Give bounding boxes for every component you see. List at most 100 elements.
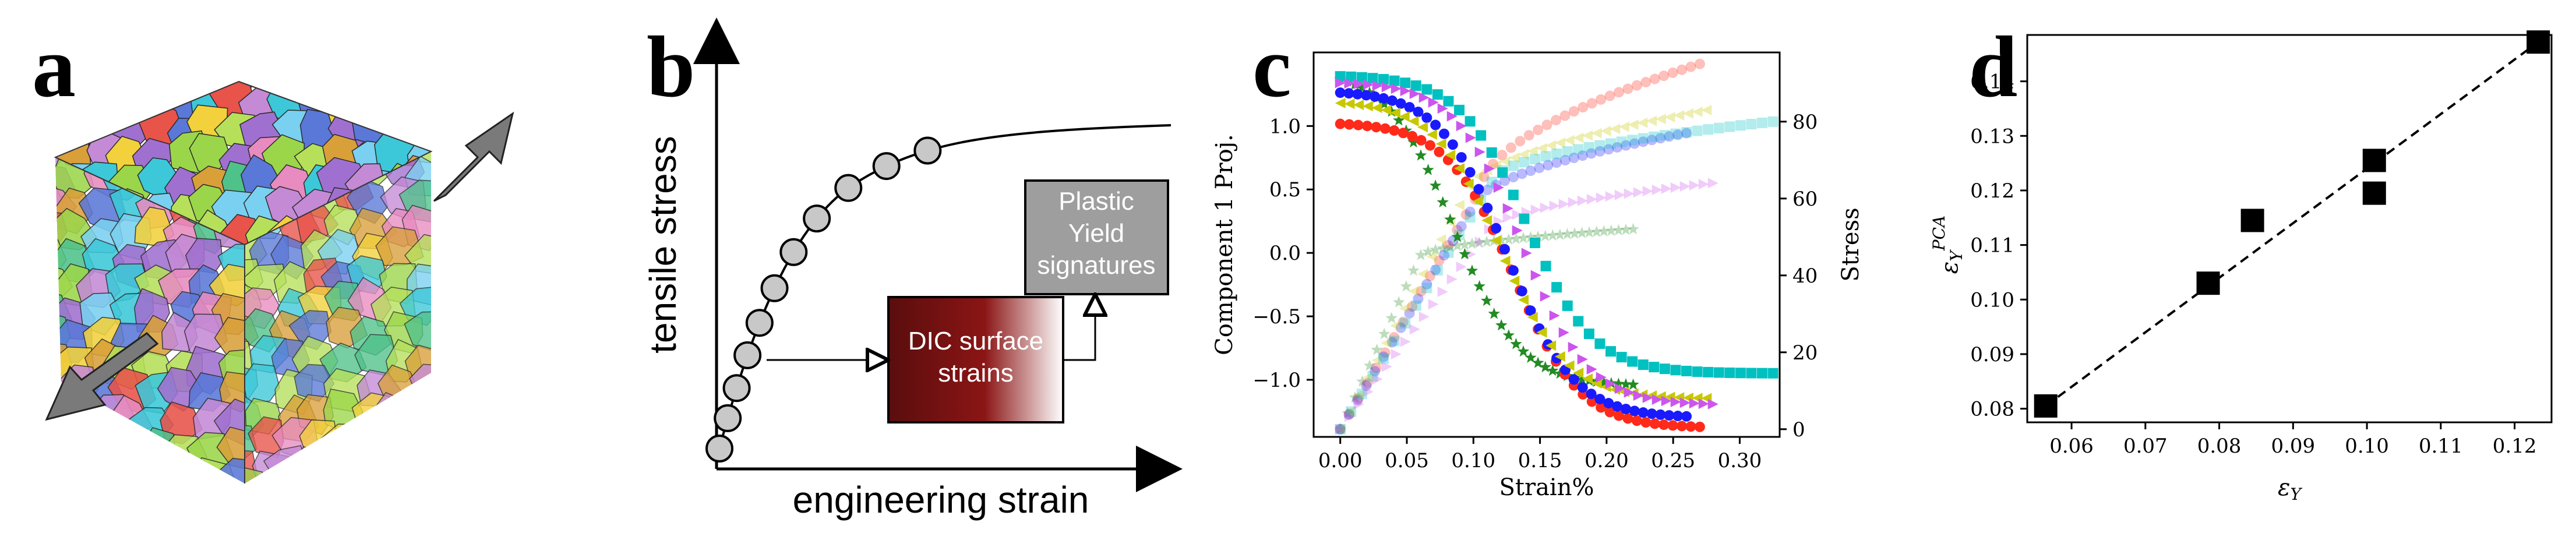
c-stress-marker-sample-5 xyxy=(1335,423,1346,435)
c-projection-marker-sample-1 xyxy=(1488,307,1500,319)
grain-cell xyxy=(383,83,422,126)
c-projection-marker-sample-1 xyxy=(1429,179,1442,191)
c-xtick-label: 0.15 xyxy=(1518,449,1562,472)
c-stress-marker-sample-6 xyxy=(1446,274,1458,285)
grain-cell xyxy=(139,444,179,483)
c-stress-marker-sample-2 xyxy=(1551,115,1561,126)
c-projection-marker-sample-2 xyxy=(1694,421,1705,432)
c-projection-marker-sample-3 xyxy=(1404,102,1415,113)
c-stress-marker-sample-4 xyxy=(1399,303,1410,314)
c-stress-marker-sample-5 xyxy=(1562,146,1573,157)
c-stress-marker-sample-5 xyxy=(1670,128,1681,139)
c-projection-marker-sample-5 xyxy=(1681,365,1692,376)
c-stress-marker-sample-3 xyxy=(1612,142,1623,153)
c-stress-marker-sample-3 xyxy=(1638,136,1649,147)
c-stress-marker-sample-3 xyxy=(1421,278,1432,290)
c-stress-marker-sample-6 xyxy=(1456,261,1467,272)
c-projection-marker-sample-4 xyxy=(1509,276,1520,287)
c-projection-marker-sample-5 xyxy=(1713,367,1724,378)
c-stress-marker-sample-1 xyxy=(1371,343,1383,355)
grain-cell xyxy=(264,82,304,97)
c-stress-marker-sample-3 xyxy=(1439,250,1449,261)
grain-cell xyxy=(55,481,65,483)
c-y2label: Stress xyxy=(1837,207,1864,281)
d-data-point xyxy=(2196,271,2220,295)
c-projection-marker-sample-6 xyxy=(1689,398,1700,409)
c-stress-marker-sample-3 xyxy=(1499,175,1510,186)
yield-strain-comparison-chart: 0.06 0.07 0.08 0.09 0.10 0.11 0.12 0.08 0.09 0.10… xyxy=(1929,30,2553,504)
c-projection-marker-sample-1 xyxy=(1547,364,1559,376)
c-projection-marker-sample-5 xyxy=(1724,367,1735,378)
grain-cell xyxy=(408,82,431,121)
c-stress-marker-sample-6 xyxy=(1670,182,1681,193)
c-stress-marker-sample-1 xyxy=(1605,224,1618,236)
c-projection-marker-sample-5 xyxy=(1767,368,1779,379)
c-stress-marker-sample-4 xyxy=(1554,137,1565,149)
c-stress-marker-sample-5 xyxy=(1551,149,1562,160)
c-stress-marker-sample-2 xyxy=(1677,64,1687,75)
tension-arrow-upper-right-icon xyxy=(433,111,514,202)
c-projection-marker-sample-6 xyxy=(1586,363,1597,375)
panel-a: a xyxy=(0,0,524,531)
c-stress-marker-sample-1 xyxy=(1502,233,1515,245)
c-stress-marker-sample-2 xyxy=(1596,94,1607,105)
c-stress-marker-sample-4 xyxy=(1371,355,1382,366)
c-stress-marker-sample-6 xyxy=(1409,324,1420,335)
grain-cell xyxy=(105,458,147,483)
c-projection-marker-sample-2 xyxy=(1353,119,1364,130)
c-stress-marker-sample-5 xyxy=(1465,212,1476,223)
c-stress-marker-sample-2 xyxy=(1389,331,1400,343)
c-projection-marker-sample-4 xyxy=(1481,215,1492,226)
plastic-yield-box xyxy=(1024,179,1169,295)
c-projection-marker-sample-3 xyxy=(1473,183,1484,195)
c-stress-marker-sample-4 xyxy=(1664,112,1675,123)
c-stress-marker-sample-1 xyxy=(1561,228,1573,239)
c-stress-marker-sample-3 xyxy=(1465,206,1476,217)
c-stress-marker-sample-4 xyxy=(1435,234,1446,245)
c-stress-marker-sample-2 xyxy=(1434,255,1445,266)
c-projection-marker-sample-5 xyxy=(1649,362,1660,373)
c-projection-marker-sample-2 xyxy=(1658,419,1670,430)
grain-cell xyxy=(214,317,245,358)
c-stress-marker-sample-3 xyxy=(1413,293,1424,304)
grain-cell xyxy=(142,82,184,97)
c-projection-marker-sample-4 xyxy=(1335,97,1346,108)
grain-cell xyxy=(55,457,73,483)
grain-cell xyxy=(376,446,412,483)
c-stress-marker-sample-3 xyxy=(1430,264,1441,276)
c-stress-marker-sample-6 xyxy=(1502,212,1513,223)
c-stress-marker-sample-3 xyxy=(1335,423,1346,435)
c-xtick-label: 0.00 xyxy=(1318,449,1363,472)
c-projection-marker-sample-2 xyxy=(1604,407,1615,418)
c-stress-marker-sample-3 xyxy=(1525,165,1536,177)
grain-cell xyxy=(245,363,280,403)
c-projection-marker-sample-6 xyxy=(1353,79,1364,90)
c-stress-marker-sample-1 xyxy=(1525,231,1537,243)
d-data-point xyxy=(2034,394,2058,418)
c-stress-marker-sample-2 xyxy=(1685,61,1696,72)
c-stress-marker-sample-6 xyxy=(1363,386,1374,397)
c-projection-marker-sample-4 xyxy=(1554,351,1565,362)
c-projection-marker-sample-5 xyxy=(1573,316,1584,327)
c-projection-marker-sample-6 xyxy=(1335,77,1346,89)
c-stress-marker-sample-6 xyxy=(1512,209,1523,220)
c-projection-marker-sample-3 xyxy=(1343,88,1354,99)
d-data-point xyxy=(2526,30,2550,54)
c-stress-marker-sample-3 xyxy=(1621,140,1631,151)
c-xtick-label: 0.25 xyxy=(1651,449,1695,472)
c-projection-marker-sample-6 xyxy=(1428,97,1439,108)
c-projection-marker-sample-3 xyxy=(1335,87,1346,98)
c-stress-marker-sample-6 xyxy=(1577,195,1588,206)
c-stress-marker-sample-1 xyxy=(1459,238,1471,250)
c-projection-marker-sample-1 xyxy=(1385,105,1398,117)
d-xtick-label: 0.08 xyxy=(2197,435,2242,458)
c-stress-marker-sample-2 xyxy=(1478,171,1490,182)
c-stress-marker-sample-5 xyxy=(1649,131,1660,142)
c-projection-marker-sample-1 xyxy=(1525,351,1537,363)
c-stress-marker-sample-2 xyxy=(1460,209,1472,220)
c-projection-marker-sample-1 xyxy=(1466,264,1478,276)
c-projection-marker-sample-6 xyxy=(1493,182,1504,193)
c-stress-marker-sample-2 xyxy=(1604,90,1615,101)
c-stress-marker-sample-1 xyxy=(1554,228,1566,240)
c-projection-marker-sample-4 xyxy=(1408,116,1419,127)
